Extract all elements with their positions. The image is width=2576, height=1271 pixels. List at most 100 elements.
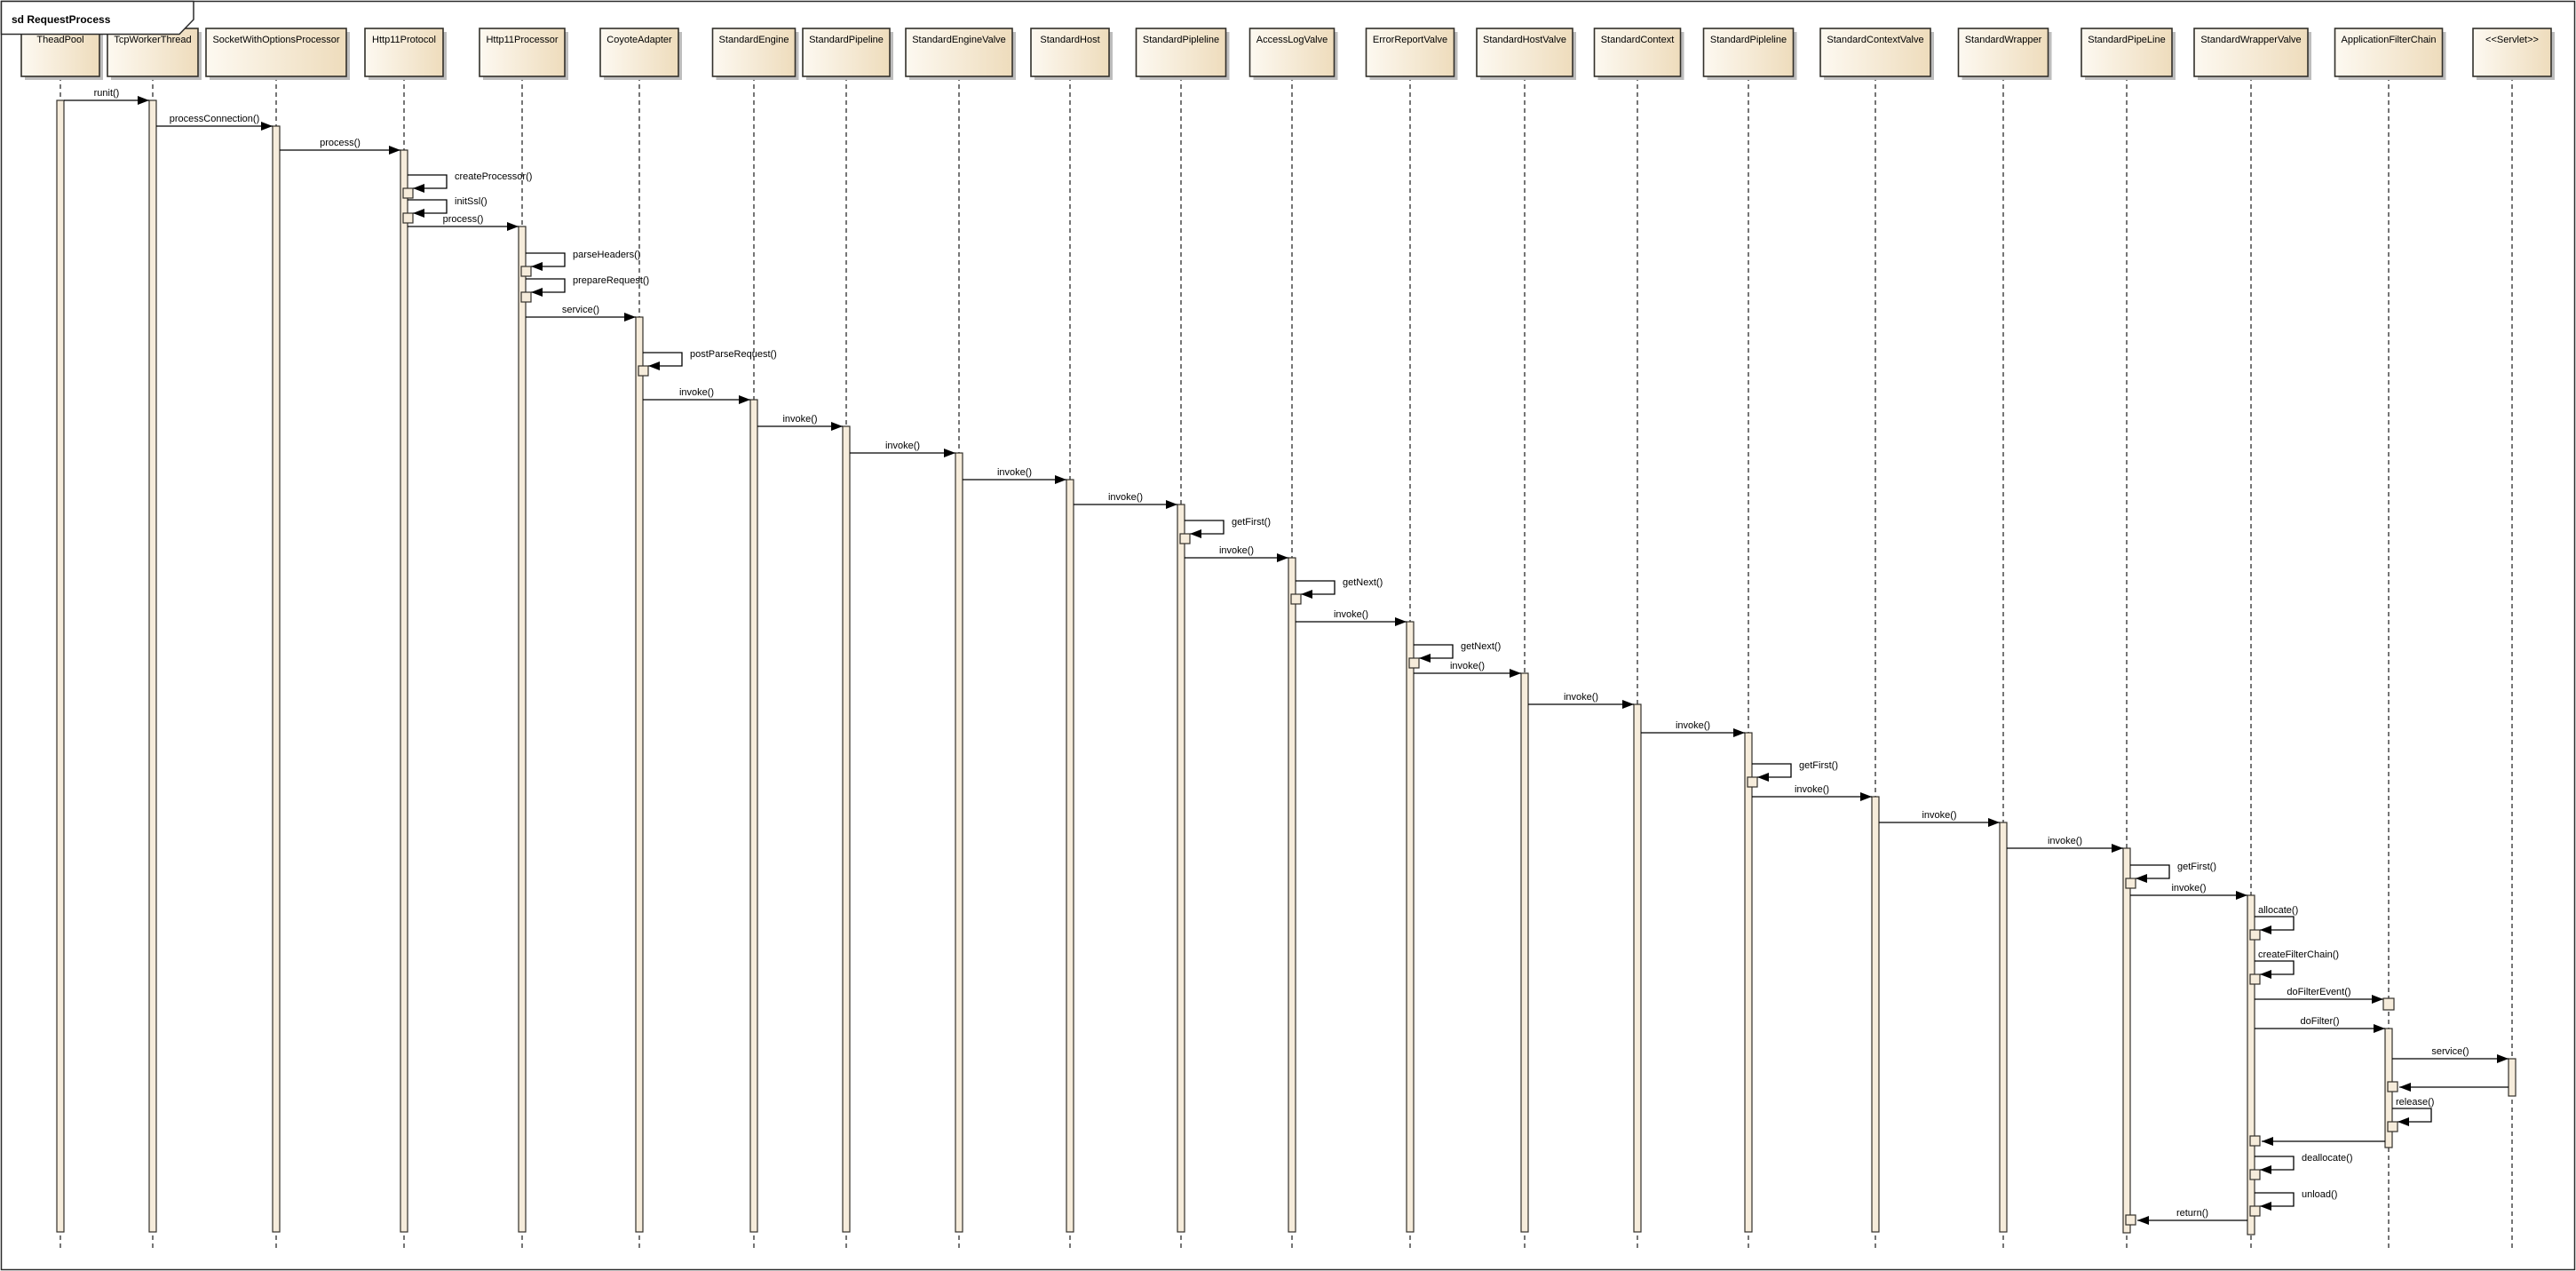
self-message-line[interactable]	[408, 174, 448, 189]
message-invoke[interactable]: invoke()	[850, 441, 955, 457]
message-invoke[interactable]: invoke()	[1528, 692, 1634, 709]
lifeline-header-StandardPipeLine[interactable]: StandardPipeLine	[2081, 28, 2176, 80]
lifeline-header-StandardWrapper[interactable]: StandardWrapper	[1957, 28, 2052, 80]
lifeline-header-ApplicationFilterChain[interactable]: ApplicationFilterChain	[2334, 28, 2446, 80]
self-message-line[interactable]	[1752, 763, 1792, 778]
message-initSsl[interactable]: initSsl()	[402, 196, 487, 224]
message-service[interactable]: service()	[2392, 1046, 2509, 1063]
lifeline-header-box[interactable]	[2081, 28, 2173, 77]
message-label[interactable]: getFirst()	[2177, 862, 2216, 872]
lifeline-header-StandardHostValve[interactable]: StandardHostValve	[1476, 28, 1576, 80]
message-unload[interactable]: unload()	[2249, 1189, 2337, 1217]
message-label[interactable]: invoke()	[2171, 883, 2206, 894]
lifeline-header-TheadPool[interactable]: TheadPool	[20, 28, 103, 80]
message-label[interactable]: service()	[2431, 1046, 2469, 1057]
message-invoke[interactable]: invoke()	[757, 414, 843, 431]
lifeline-header-SocketWithOptionsProcessor[interactable]: SocketWithOptionsProcessor	[205, 28, 350, 80]
self-message-line[interactable]	[526, 252, 566, 267]
message-label[interactable]: getNext()	[1343, 577, 1383, 588]
message-label[interactable]: runit()	[94, 88, 120, 99]
message-label[interactable]: return()	[2176, 1208, 2208, 1219]
lifeline-header-box[interactable]	[1957, 28, 2049, 77]
message-invoke[interactable]: invoke()	[1074, 492, 1177, 509]
message-label[interactable]: prepareRequest()	[573, 275, 649, 286]
message-getFirst[interactable]: getFirst()	[1747, 760, 1838, 788]
lifeline-header-Servlet[interactable]: <<Servlet>>	[2472, 28, 2555, 80]
lifeline-header-box[interactable]	[1248, 28, 1336, 77]
message-release[interactable]: release()	[2387, 1097, 2434, 1132]
message-label[interactable]: allocate()	[2258, 905, 2298, 916]
message-return[interactable]	[2387, 1081, 2509, 1092]
message-label[interactable]: invoke()	[1564, 692, 1598, 703]
lifeline-header-StandardHost[interactable]: StandardHost	[1030, 28, 1113, 80]
message-invoke[interactable]: invoke()	[1296, 609, 1407, 626]
message-runit[interactable]: runit()	[64, 88, 149, 105]
lifeline-header-StandardContextValve[interactable]: StandardContextValve	[1819, 28, 1934, 80]
lifeline-header-box[interactable]	[20, 28, 100, 77]
self-message-line[interactable]	[1185, 520, 1225, 535]
message-label[interactable]: invoke()	[885, 441, 920, 451]
message-deallocate[interactable]: deallocate()	[2249, 1153, 2352, 1180]
message-invoke[interactable]: invoke()	[1879, 810, 2000, 827]
lifeline-header-StandardPipleline[interactable]: StandardPipleline	[1135, 28, 1230, 80]
message-label[interactable]: invoke()	[1450, 661, 1485, 671]
message-label[interactable]: invoke()	[1334, 609, 1368, 620]
lifeline-header-Http11Processor[interactable]: Http11Processor	[479, 28, 568, 80]
message-label[interactable]: deallocate()	[2302, 1153, 2352, 1164]
message-label[interactable]: invoke()	[1922, 810, 1956, 821]
message-return[interactable]	[2249, 1135, 2385, 1147]
message-label[interactable]: createProcessor()	[455, 171, 532, 182]
message-doFilter[interactable]: doFilter()	[2255, 1016, 2385, 1033]
lifeline-header-box[interactable]	[2334, 28, 2444, 77]
message-invoke[interactable]: invoke()	[643, 387, 750, 404]
message-postParseRequest[interactable]: postParseRequest()	[638, 349, 777, 377]
self-message-line[interactable]	[526, 278, 566, 293]
message-processConnection[interactable]: processConnection()	[156, 114, 273, 131]
lifeline-header-StandardWrapperValve[interactable]: StandardWrapperValve	[2193, 28, 2311, 80]
lifeline-header-box[interactable]	[107, 28, 199, 77]
message-label[interactable]: parseHeaders()	[573, 250, 640, 260]
lifeline-header-box[interactable]	[2472, 28, 2552, 77]
message-return[interactable]: return()	[2125, 1208, 2247, 1226]
self-message-line[interactable]	[408, 199, 448, 214]
message-label[interactable]: initSsl()	[455, 196, 487, 207]
message-createProcessor[interactable]: createProcessor()	[402, 171, 532, 199]
lifeline-header-box[interactable]	[1365, 28, 1455, 77]
message-label[interactable]: invoke()	[679, 387, 714, 398]
self-message-line[interactable]	[2130, 864, 2170, 879]
message-label[interactable]: postParseRequest()	[690, 349, 777, 360]
message-invoke[interactable]: invoke()	[1414, 661, 1521, 678]
message-label[interactable]: getFirst()	[1799, 760, 1838, 771]
message-invoke[interactable]: invoke()	[2130, 883, 2247, 900]
self-message-line[interactable]	[643, 352, 683, 367]
lifeline-header-StandardEngine[interactable]: StandardEngine	[711, 28, 799, 80]
message-service[interactable]: service()	[526, 305, 636, 322]
message-getNext[interactable]: getNext()	[1290, 577, 1383, 605]
self-message-line[interactable]	[2255, 916, 2295, 931]
lifeline-header-box[interactable]	[1030, 28, 1110, 77]
lifeline-header-box[interactable]	[1476, 28, 1573, 77]
message-label[interactable]: process()	[443, 214, 484, 225]
message-label[interactable]: invoke()	[2048, 836, 2082, 846]
message-invoke[interactable]: invoke()	[2007, 836, 2123, 853]
message-allocate[interactable]: allocate()	[2249, 905, 2298, 941]
message-prepareRequest[interactable]: prepareRequest()	[520, 275, 649, 303]
lifeline-header-CoyoteAdapter[interactable]: CoyoteAdapter	[599, 28, 682, 80]
message-getNext[interactable]: getNext()	[1408, 641, 1501, 669]
message-invoke[interactable]: invoke()	[1752, 784, 1872, 801]
message-label[interactable]: processConnection()	[170, 114, 260, 124]
lifeline-header-StandardContext[interactable]: StandardContext	[1593, 28, 1684, 80]
lifeline-header-box[interactable]	[1819, 28, 1931, 77]
message-label[interactable]: unload()	[2302, 1189, 2337, 1200]
lifeline-header-box[interactable]	[802, 28, 891, 77]
message-process[interactable]: process()	[408, 214, 519, 231]
message-doFilterEvent[interactable]: doFilterEvent()	[2255, 987, 2395, 1011]
message-label[interactable]: invoke()	[1676, 720, 1710, 731]
lifeline-header-Http11Protocol[interactable]: Http11Protocol	[364, 28, 447, 80]
lifeline-header-box[interactable]	[1702, 28, 1795, 77]
message-getFirst[interactable]: getFirst()	[1179, 517, 1271, 544]
message-label[interactable]: invoke()	[1108, 492, 1143, 503]
message-label[interactable]: release()	[2396, 1097, 2434, 1108]
message-label[interactable]: invoke()	[997, 467, 1032, 478]
lifeline-header-box[interactable]	[205, 28, 347, 77]
